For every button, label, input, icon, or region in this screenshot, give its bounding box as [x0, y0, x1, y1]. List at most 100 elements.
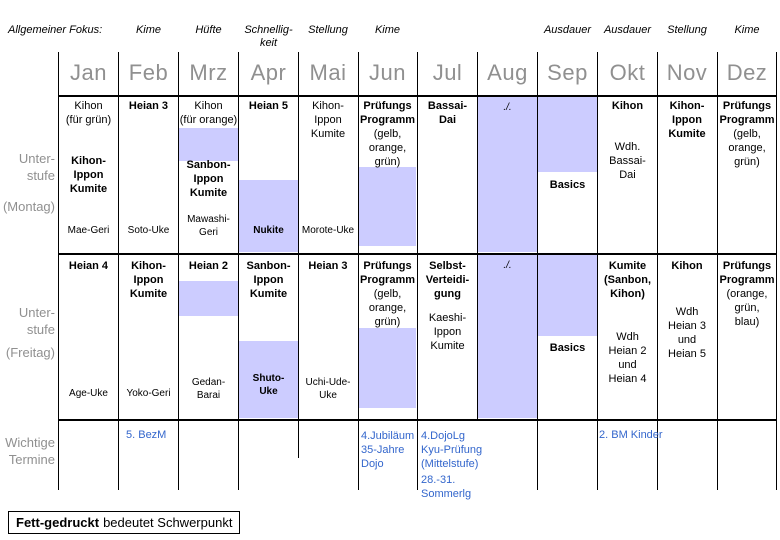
focus-sep: Ausdauer [543, 24, 592, 36]
cell-monday-okt: Kihon Wdh. Bassai- Dai [598, 97, 657, 252]
cell-text-emphasis: Kumite (Sanbon, Kihon) [603, 260, 652, 300]
focus-mrz: Hüfte [195, 24, 222, 36]
cell-text-technique: Shuto- Uke [252, 373, 285, 397]
cell-friday-nov: Kihon Wdh Heian 3 und Heian 5 [658, 255, 716, 418]
grid-line [717, 421, 718, 490]
event-feb: 5. BezM [126, 429, 167, 441]
cell-text-emphasis: Heian 2 [188, 260, 229, 272]
month-header-apr: Apr [250, 60, 287, 85]
grid-line [358, 52, 359, 421]
legend-box: Fett-gedruckt bedeutet Schwerpunkt [8, 511, 241, 534]
cell-text-technique: Uchi-Ude- Uke [305, 377, 351, 401]
cell-text-emphasis: Heian 5 [248, 100, 289, 112]
month-header-jun: Jun [369, 60, 406, 85]
cell-text-emphasis: Prüfungs Programm [359, 260, 416, 286]
focus-dez: Kime [734, 24, 760, 36]
cell-text-emphasis: Prüfungs Programm [359, 100, 416, 126]
month-header-jan: Jan [70, 60, 107, 85]
cell-friday-jul: Selbst- Verteidi- gung Kaeshi- Ippon Kum… [418, 255, 477, 418]
cell-text-emphasis: Basics [549, 342, 586, 354]
cell-text-technique: Soto-Uke [127, 225, 170, 236]
row-label-friday-day: (Freitag) [5, 345, 55, 360]
cell-friday-mai: Heian 3 Uchi-Ude- Uke [299, 255, 357, 418]
cell-text-technique: Mawashi- Geri [187, 214, 230, 238]
cell-monday-mai: Kihon- Ippon Kumite Morote-Uke [299, 97, 357, 252]
cell-monday-jun: Prüfungs Programm (gelb, orange, grün) [359, 97, 416, 252]
cell-friday-sep: Basics [538, 255, 597, 418]
cell-monday-jul: Bassai- Dai [418, 97, 477, 252]
cell-text-main: (gelb, orange, grün) [368, 288, 407, 328]
cell-text-technique: Mae-Geri [67, 225, 110, 236]
cell-text-emphasis: Heian 4 [68, 260, 109, 272]
grid-line [717, 52, 718, 421]
grid-line [657, 52, 658, 421]
cell-text-emphasis: Kihon [671, 260, 703, 272]
row-label-friday: Unter- stufe [18, 305, 55, 337]
grid-line [58, 95, 777, 97]
month-header-aug: Aug [487, 60, 528, 85]
cell-friday-apr: Sanbon- Ippon Kumite Shuto- Uke [239, 255, 298, 418]
cell-text-emphasis: Kihon [611, 100, 644, 112]
cell-monday-nov: Kihon- Ippon Kumite [658, 97, 716, 252]
legend-text: bedeutet Schwerpunkt [103, 515, 233, 530]
legend-bold-term: Fett-gedruckt [16, 515, 100, 530]
grid-line [417, 421, 418, 490]
grid-line [298, 421, 299, 458]
highlight-apr-friday [239, 341, 298, 418]
cell-text-technique: Morote-Uke [301, 225, 355, 236]
focus-jun: Kime [374, 24, 401, 36]
no-training-mark: ./. [503, 260, 512, 271]
highlight-apr-monday [239, 180, 298, 252]
row-label-events: Wichtige Termine [5, 435, 55, 467]
cell-text-emphasis: Heian 3 [308, 260, 348, 272]
cell-text-main: Kihon- Ippon Kumite [310, 100, 346, 140]
cell-friday-jan: Heian 4 Age-Uke [59, 255, 118, 418]
month-header-nov: Nov [666, 60, 708, 85]
cell-text-main: Wdh Heian 3 und Heian 5 [668, 306, 706, 360]
month-header-feb: Feb [128, 60, 169, 85]
grid-line [118, 421, 119, 490]
cell-friday-jun: Prüfungs Programm (gelb, orange, grün) [359, 255, 416, 418]
focus-apr: Schnellig- keit [244, 24, 293, 49]
highlight-mrz-monday [179, 128, 238, 161]
focus-nov: Stellung [667, 24, 707, 36]
cell-text-technique: Gedan- Barai [191, 377, 226, 401]
cell-monday-dez: Prüfungs Programm (gelb, orange, grün) [718, 97, 776, 252]
month-header-sep: Sep [547, 60, 588, 85]
cell-text-main: Kaeshi- Ippon Kumite [428, 312, 467, 352]
cell-text-emphasis: Sanbon- Ippon Kumite [186, 159, 231, 199]
grid-line [417, 52, 418, 421]
cell-text-emphasis: Bassai- Dai [427, 100, 468, 126]
cell-monday-aug: ./. [478, 97, 537, 252]
grid-line [477, 52, 478, 421]
grid-line [238, 52, 239, 421]
cell-text-technique: Age-Uke [69, 388, 108, 399]
grid-line [358, 421, 359, 490]
cell-monday-sep: Basics [538, 97, 597, 252]
month-header-jul: Jul [432, 60, 463, 85]
event-jul: 4.DojoLg Kyu-Prüfung (Mittelstufe) [421, 430, 483, 470]
row-label-monday-day: (Montag) [2, 199, 55, 214]
event-okt: 2. BM Kinder [599, 429, 663, 441]
cell-monday-jan: Kihon (für grün) Kihon- Ippon Kumite Mae… [59, 97, 118, 252]
grid-line [178, 52, 179, 421]
focus-okt: Ausdauer [603, 24, 652, 36]
cell-text-technique: Yoko-Geri [126, 388, 171, 399]
highlight-aug-friday [478, 255, 537, 418]
cell-text-emphasis: Basics [549, 179, 586, 191]
grid-line [776, 421, 777, 490]
grid-line [178, 421, 179, 490]
grid-line [776, 52, 777, 421]
month-header-mrz: Mrz [189, 60, 228, 85]
highlight-jun-monday [359, 167, 416, 246]
focus-row-title: Allgemeiner Fokus: [8, 24, 103, 36]
cell-text-emphasis: Sanbon- Ippon Kumite [246, 260, 291, 300]
grid-line [58, 253, 777, 255]
cell-friday-dez: Prüfungs Programm (orange, grün, blau) [718, 255, 776, 418]
cell-text-main: Kihon (für orange) [179, 100, 238, 126]
highlight-aug-monday [478, 97, 537, 252]
grid-line [537, 52, 538, 421]
grid-line [238, 421, 239, 490]
grid-line [298, 52, 299, 421]
